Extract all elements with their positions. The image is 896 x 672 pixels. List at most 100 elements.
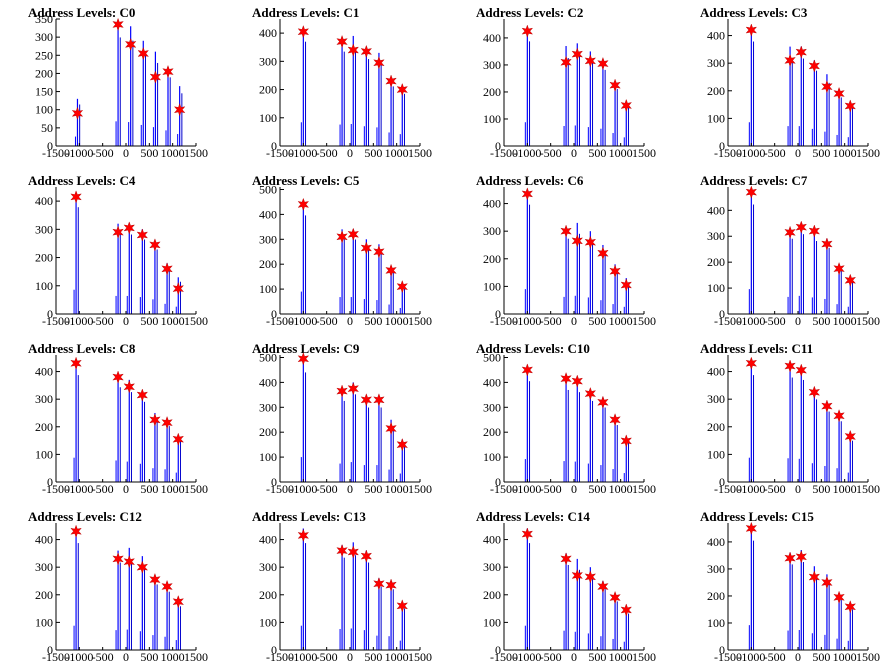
chart-svg: Address Levels: C13 0 100 200 300 400 -1500-10… — [252, 509, 432, 664]
peak-marker — [360, 44, 373, 59]
peak-marker — [137, 46, 149, 61]
x-tick-label: -500 — [764, 482, 786, 496]
y-tick-label: 300 — [707, 229, 725, 243]
y-tick-label: 300 — [35, 392, 53, 406]
peak-marker — [360, 393, 373, 407]
peak-marker — [136, 560, 149, 574]
x-tick-label: 500 — [364, 482, 382, 496]
y-tick-label: 100 — [259, 282, 277, 296]
chart-title: Address Levels: C14 — [476, 509, 590, 524]
plot-area: Address Levels: C15 0 100 200 300 400 -1500-10… — [700, 509, 880, 664]
peak-marker — [70, 524, 82, 538]
y-tick-label: 0 — [271, 139, 277, 153]
y-tick-label: 100 — [35, 279, 53, 293]
y-tick-label: 400 — [35, 365, 53, 379]
x-tick-label: -500 — [316, 650, 338, 664]
x-tick-label: 500 — [140, 146, 158, 160]
x-tick-label: 500 — [812, 482, 830, 496]
plot-area: Address Levels: C11 0 100 200 300 400 -1500-10… — [700, 341, 880, 496]
x-tick-label: 1500 — [184, 314, 208, 328]
chart-panel: Address Levels: C7 0 100 200 300 400 -1500 -100… — [696, 173, 890, 332]
y-tick-label: 300 — [35, 560, 53, 574]
y-tick-label: 400 — [707, 29, 725, 43]
x-tick-label: 0 — [347, 650, 353, 664]
chart-panel: Address Levels: C14 0 100 200 300 400 -1500 -10… — [472, 509, 666, 668]
x-tick-label: -1500 — [266, 650, 294, 664]
x-tick-label: -500 — [540, 146, 562, 160]
peak-marker — [795, 363, 807, 377]
y-tick-label: 400 — [707, 203, 725, 217]
y-tick-label: 100 — [483, 450, 501, 464]
peak-marker — [620, 603, 632, 617]
x-tick-label: 1500 — [856, 650, 880, 664]
plot-area: Address Levels: C8 0 100 200 300 400 -1500-100… — [28, 341, 208, 496]
x-tick-label: -1000 — [513, 650, 541, 664]
y-tick-label: 400 — [483, 533, 501, 547]
y-tick-label: 400 — [259, 26, 277, 40]
chart-svg: Address Levels: C90100200300400500-1500-… — [252, 341, 432, 496]
chart-title: Address Levels: C5 — [252, 173, 360, 188]
peak-marker — [136, 228, 149, 242]
x-tick-label: -1500 — [714, 482, 742, 496]
peak-marker — [521, 187, 534, 201]
y-tick-label: 400 — [707, 535, 725, 549]
x-tick-label: -1000 — [289, 482, 317, 496]
peak-marker — [609, 264, 621, 278]
peak-marker — [821, 575, 833, 590]
peak-marker — [745, 185, 758, 199]
peak-marker — [584, 235, 597, 249]
peak-marker — [821, 80, 833, 94]
x-tick-label: 1000 — [609, 314, 633, 328]
x-tick-label: -1500 — [714, 650, 742, 664]
peak-marker — [833, 409, 845, 423]
peak-marker — [336, 230, 348, 244]
chart-title: Address Levels: C3 — [700, 5, 808, 20]
peak-marker — [112, 225, 124, 239]
peak-marker — [385, 74, 397, 88]
x-tick-label: 0 — [347, 314, 353, 328]
peak-marker — [620, 434, 632, 448]
peak-marker — [149, 238, 161, 252]
peak-marker — [821, 399, 833, 413]
peak-marker — [172, 281, 184, 296]
chart-title: Address Levels: C0 — [28, 5, 135, 20]
peak-marker — [161, 262, 173, 276]
peak-marker — [571, 47, 583, 61]
peak-marker — [620, 98, 632, 113]
y-tick-label: 100 — [259, 615, 277, 629]
plot-area: Address Levels: C2 0 100 200 300 400 -1500-100… — [476, 5, 656, 160]
peak-marker — [373, 56, 385, 70]
x-tick-label: 1500 — [632, 314, 656, 328]
y-tick-label: 200 — [483, 425, 501, 439]
peak-marker — [396, 438, 408, 452]
x-tick-label: -500 — [540, 482, 562, 496]
y-tick-label: 400 — [35, 533, 53, 547]
x-tick-label: 0 — [347, 482, 353, 496]
chart-title: Address Levels: C8 — [28, 341, 136, 356]
x-tick-label: -1000 — [65, 650, 93, 664]
peak-marker — [112, 552, 124, 566]
x-tick-label: -1000 — [513, 482, 541, 496]
peak-marker — [784, 225, 796, 239]
y-tick-label: 200 — [483, 588, 501, 602]
plot-area: Address Levels: C90100200300400500-1500-… — [252, 341, 432, 496]
chart-title: Address Levels: C13 — [252, 509, 366, 524]
y-tick-label: 200 — [35, 420, 53, 434]
y-tick-label: 200 — [483, 85, 501, 99]
x-tick-label: 1000 — [833, 146, 857, 160]
peak-marker — [833, 262, 845, 276]
y-tick-label: 100 — [707, 281, 725, 295]
x-tick-label: 500 — [812, 146, 830, 160]
peak-marker — [347, 545, 359, 559]
chart-panel: Address Levels: C10 0 100 200 300 400 500 -1500… — [472, 341, 666, 500]
chart-svg: Address Levels: C8 0 100 200 300 400 -1500-100… — [28, 341, 208, 496]
y-tick-label: 200 — [35, 251, 53, 265]
x-tick-label: -1500 — [42, 314, 70, 328]
plot-area: Address Levels: C1 0 100 200 300 400 -1500-100… — [252, 5, 432, 160]
peak-marker — [597, 395, 609, 409]
x-tick-label: 500 — [364, 650, 382, 664]
y-tick-label: 100 — [483, 615, 501, 629]
peak-marker — [808, 59, 821, 73]
x-tick-label: 500 — [812, 650, 830, 664]
